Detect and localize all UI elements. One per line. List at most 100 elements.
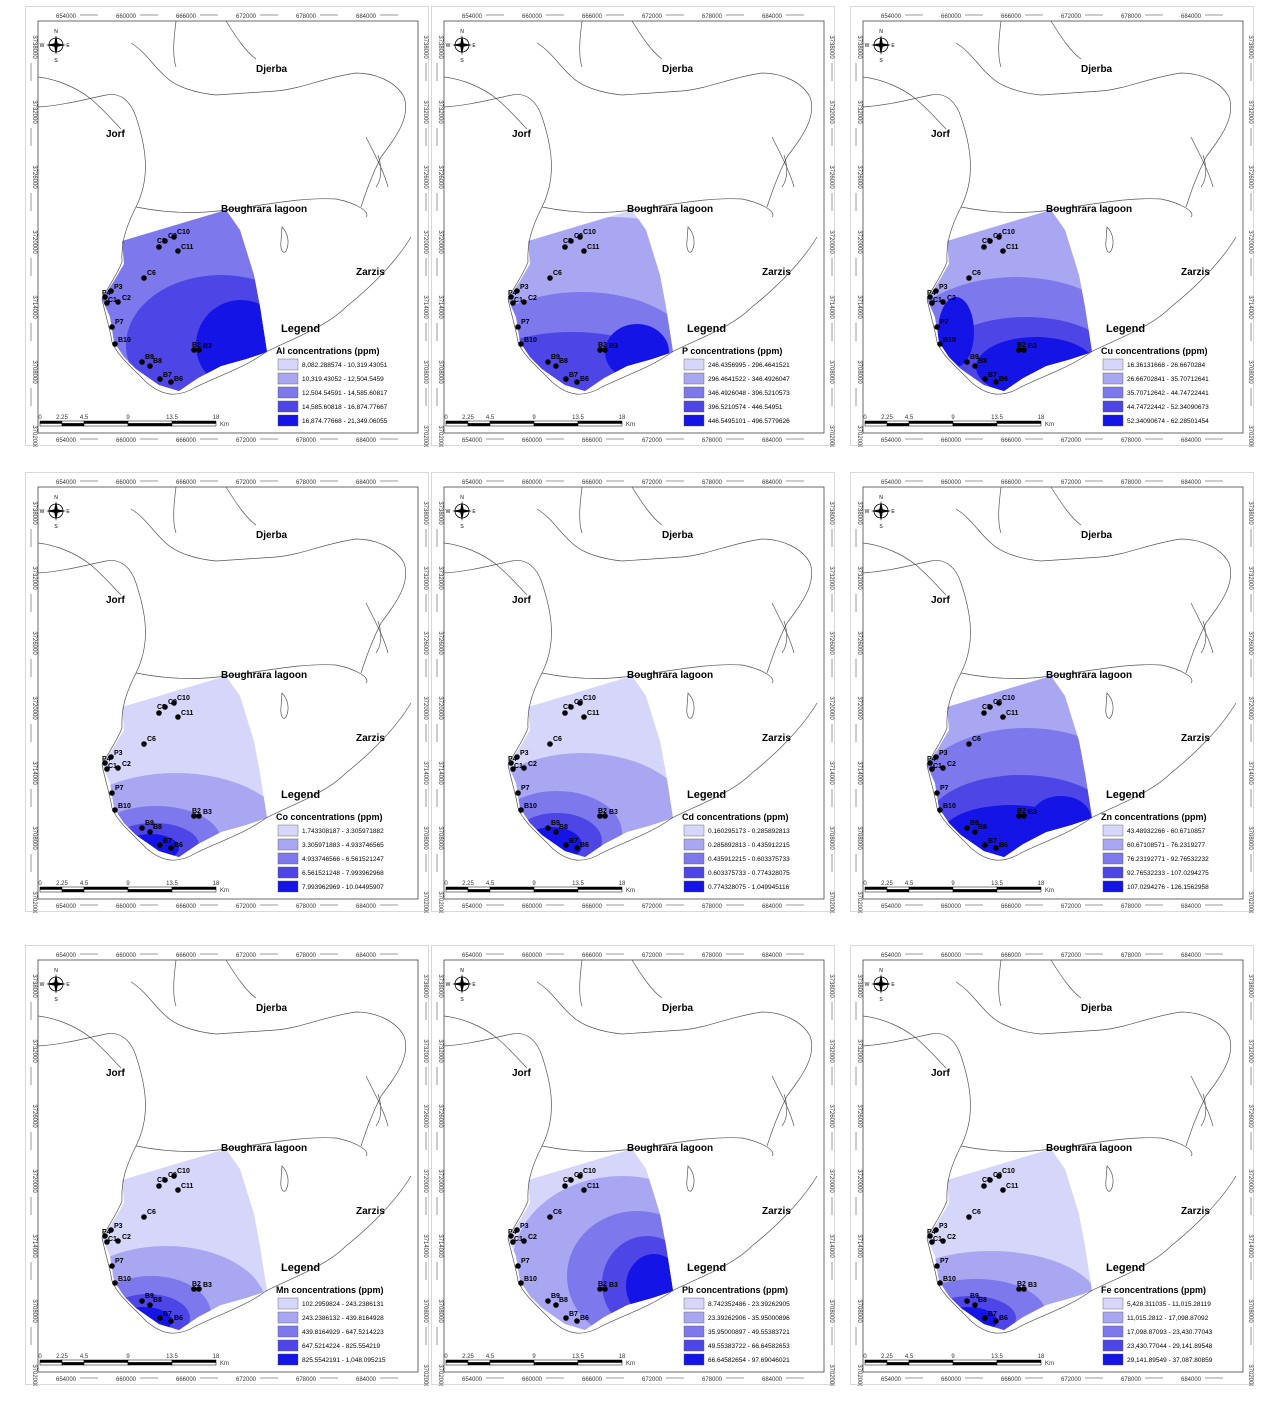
sample-point-label: B8 [153,824,162,831]
y-tick-label-left: 3702000 [437,891,443,913]
x-tick-label-top: 672000 [1061,953,1082,959]
sample-point [191,347,197,353]
sample-point-label: B7 [988,372,997,379]
y-tick-label-right: 3702000 [1247,1364,1253,1386]
sample-point [1021,813,1027,819]
compass-label-south: S [460,58,464,64]
y-tick-label-right: 3714000 [828,1234,834,1258]
y-tick-label-right: 3720000 [1247,1169,1253,1193]
scale-tick-label: 4.5 [905,1354,914,1360]
coastline [135,1137,368,1157]
sample-point-label: C10 [1002,1168,1015,1175]
y-tick-label-left: 3720000 [31,696,37,720]
legend-item-label: 246.4356995 - 296.4641521 [708,362,790,369]
x-tick-label-bottom: 654000 [881,904,902,910]
sample-point-label: C6 [972,270,981,277]
island-outline [686,1165,695,1192]
map-panel-cu: 654000 654000 660000 660000 666000 666000 6720… [850,6,1254,447]
sample-point-label: C9 [168,699,177,706]
sample-point [562,1183,568,1189]
x-tick-label-top: 654000 [462,953,483,959]
sample-point-label: C10 [583,695,596,702]
scale-tick-label: 13.5 [991,1354,1003,1360]
compass-label-south: S [879,997,883,1003]
legend-swatch [277,1339,299,1352]
scale-tick-label: 4.5 [905,415,914,421]
coastline [443,1015,528,1069]
north-arrow-icon: N S W E [446,968,477,1003]
legend-item-label: 107.0294276 - 126.1562958 [1127,884,1209,891]
legend-swatch [683,852,705,865]
scale-tick-label: 18 [619,415,626,421]
y-tick-label-right: 3702000 [422,425,428,447]
place-label-lagoon: Boughrara lagoon [627,1143,713,1154]
y-tick-label-right: 3702000 [828,891,834,913]
sample-point-label: B7 [569,372,578,379]
sample-point-label: C6 [972,1209,981,1216]
legend-heading: Cu concentrations (ppm) [1101,346,1208,356]
legend-item-label: 5,428.311035 - 11,015.28119 [1127,1301,1211,1308]
scale-tick-label: 13.5 [572,881,584,887]
place-label-zarzis: Zarzis [1181,733,1210,744]
x-tick-label-bottom: 666000 [582,438,603,444]
y-tick-label-left: 3720000 [31,1169,37,1193]
y-tick-label-left: 3732000 [856,566,862,590]
sample-point [104,1239,110,1245]
x-tick-label-bottom: 660000 [116,438,137,444]
coastline [541,198,774,218]
place-label-djerba: Djerba [1081,64,1113,75]
sample-point-label: C8 [982,1177,991,1184]
coastline [173,486,257,534]
sample-point-label: B6 [580,376,589,383]
sample-point [518,341,524,347]
scale-tick-label: 18 [213,415,220,421]
coastline [771,602,795,654]
scale-unit-label: Km [626,888,635,894]
legend-item-label: 102.2959824 - 243.2386131 [302,1301,384,1308]
scale-tick-label: 18 [619,881,626,887]
sample-point [514,754,520,760]
legend-item-label: 14,585.60818 - 16,874.77667 [302,404,388,411]
legend-swatch [683,824,705,837]
sample-point-label: C1 [108,763,117,770]
scale-tick-label: 13.5 [572,415,584,421]
sample-point [115,1238,121,1244]
legend-heading: Pb concentrations (ppm) [682,1285,788,1295]
y-tick-label-right: 3708000 [1247,360,1253,384]
sample-point [115,765,121,771]
x-tick-label-bottom: 672000 [642,904,663,910]
x-tick-label-bottom: 666000 [176,904,197,910]
scale-tick-label: 0 [38,415,42,421]
legend-swatch [683,838,705,851]
y-tick-label-right: 3702000 [828,425,834,447]
y-tick-label-left: 3714000 [31,761,37,785]
compass-label-east: E [66,509,70,515]
y-tick-label-left: 3726000 [31,165,37,189]
y-tick-label-left: 3726000 [437,1104,443,1128]
sample-point-label: P3 [939,750,948,757]
y-tick-label-right: 3732000 [422,100,428,124]
sample-point [508,760,514,766]
compass-label-north: N [460,495,464,501]
sample-point-label: B2 [598,1281,607,1288]
sample-point [515,324,521,330]
sample-point [927,1233,933,1239]
sample-point [545,1298,551,1304]
sample-point-label: B3 [609,1282,618,1289]
sample-point-label: P3 [520,1223,529,1230]
sample-point [191,1286,197,1292]
sample-point [929,766,935,772]
y-tick-label-right: 3726000 [1247,631,1253,655]
legend-item-label: 52.34090674 - 62.28501454 [1127,418,1209,425]
legend-heading: Co concentrations (ppm) [276,812,383,822]
sample-point [545,359,551,365]
sample-point [987,1177,993,1183]
sample-point [982,842,988,848]
legend-item-label: 1.743308187 - 3.305971882 [302,828,384,835]
sample-point [553,829,559,835]
sample-point [933,754,939,760]
x-tick-label-top: 678000 [1121,480,1142,486]
sample-point-label: C6 [147,1209,156,1216]
x-tick-label-top: 684000 [1181,953,1202,959]
x-tick-label-top: 666000 [582,480,603,486]
